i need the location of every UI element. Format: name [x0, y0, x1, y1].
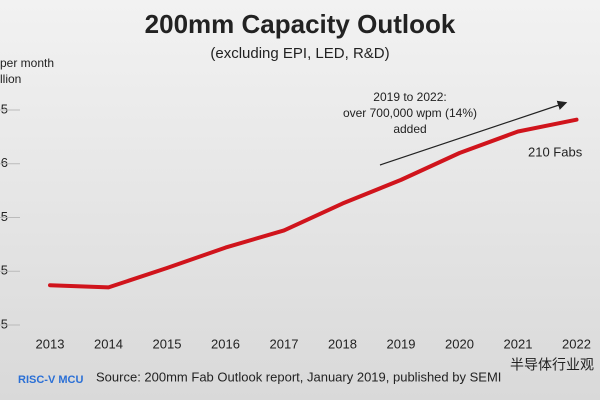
- annotation: over 700,000 wpm (14%): [343, 106, 477, 120]
- x-tick-label: 2020: [445, 336, 474, 351]
- x-tick-label: 2019: [387, 336, 416, 351]
- chart-subtitle: (excluding EPI, LED, R&D): [210, 45, 389, 62]
- y-tick-label: 6.5: [0, 101, 8, 116]
- x-tick-label: 2013: [36, 336, 65, 351]
- watermark: 半导体行业观: [510, 357, 594, 373]
- x-tick-label: 2018: [328, 336, 357, 351]
- annotation: 210 Fabs: [528, 144, 583, 159]
- x-tick-label: 2022: [562, 336, 591, 351]
- source: Source: 200mm Fab Outlook report, Januar…: [96, 369, 501, 384]
- annotation: 2019 to 2022:: [373, 90, 446, 104]
- y-axis-label: llion: [0, 72, 21, 86]
- x-tick-label: 2015: [153, 336, 182, 351]
- x-tick-label: 2021: [504, 336, 533, 351]
- arrow: [379, 100, 568, 166]
- y-axis-label: per month: [0, 56, 54, 70]
- y-tick-label: 5.5: [0, 209, 8, 224]
- y-tick-label: 6: [1, 155, 8, 170]
- x-tick-label: 2014: [94, 336, 123, 351]
- chart-title: 200mm Capacity Outlook: [145, 9, 456, 39]
- annotation: added: [393, 122, 426, 136]
- y-tick-label: 4.5: [0, 316, 8, 331]
- watermark: RISC-V MCU: [18, 374, 83, 386]
- x-tick-label: 2016: [211, 336, 240, 351]
- y-tick-label: 5: [1, 263, 8, 278]
- data-line: [48, 117, 579, 290]
- x-tick-label: 2017: [270, 336, 299, 351]
